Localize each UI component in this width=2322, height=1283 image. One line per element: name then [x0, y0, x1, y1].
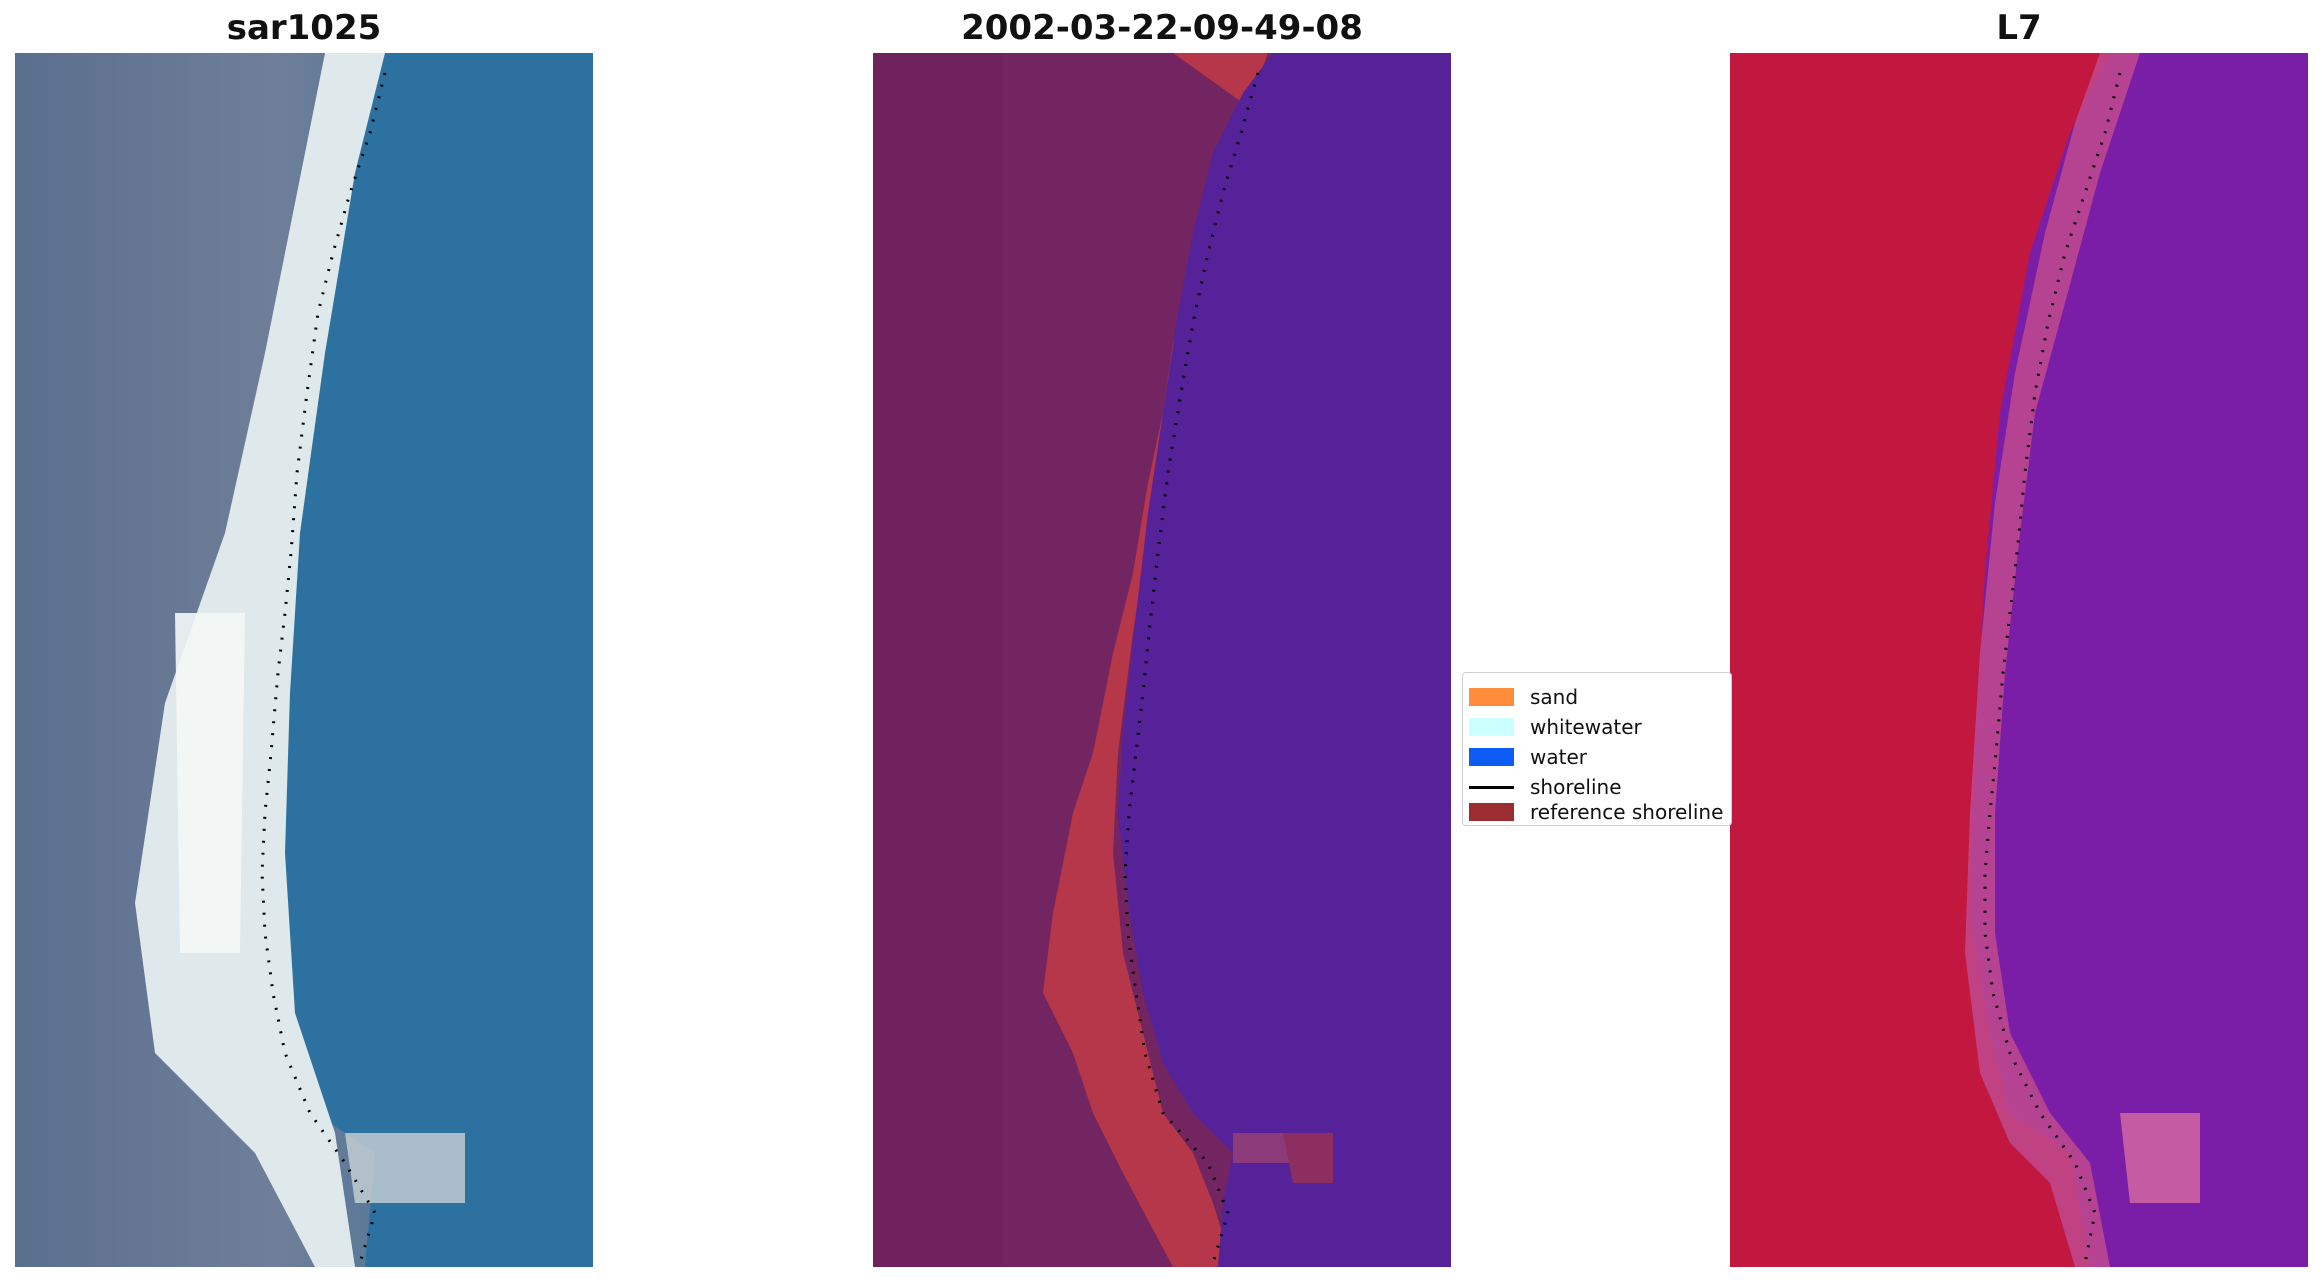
shoreline-swatch	[1469, 785, 1514, 789]
legend-item-shoreline: shoreline	[1469, 774, 1622, 800]
rgb-image-panel	[15, 53, 593, 1267]
legend-label-shoreline: shoreline	[1530, 775, 1622, 799]
legend-item-water: water	[1469, 744, 1587, 770]
sand-swatch	[1469, 688, 1514, 706]
water-swatch	[1469, 748, 1514, 766]
legend-label-whitewater: whitewater	[1530, 715, 1642, 739]
legend-label-reference-shoreline: reference shoreline	[1530, 800, 1724, 824]
legend-label-sand: sand	[1530, 685, 1579, 709]
panel-title-l7: L7	[1996, 8, 2042, 48]
classification-panel	[873, 53, 1451, 1267]
panel-title-classification: 2002-03-22-09-49-08	[961, 8, 1363, 48]
legend-item-whitewater: whitewater	[1469, 714, 1642, 740]
l7-image-panel	[1730, 53, 2308, 1267]
legend: sand whitewater water shoreline referenc…	[1462, 672, 1732, 826]
legend-item-reference-shoreline: reference shoreline	[1469, 799, 1723, 825]
whitewater-swatch	[1469, 718, 1514, 736]
legend-label-water: water	[1530, 745, 1587, 769]
legend-item-sand: sand	[1469, 684, 1578, 710]
panel-title-rgb: sar1025	[226, 8, 382, 48]
reference-shoreline-swatch	[1469, 803, 1514, 821]
